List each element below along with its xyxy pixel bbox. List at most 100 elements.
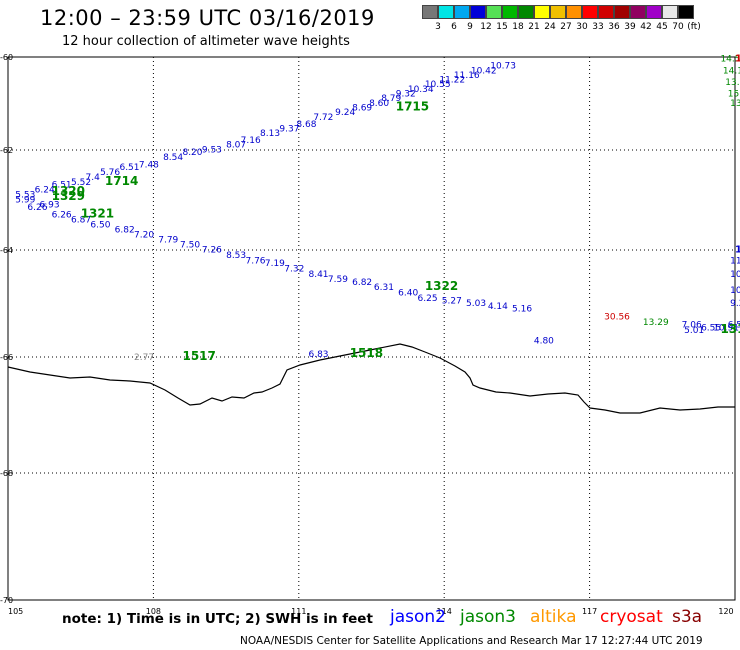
- wave-height-value: 10.55: [425, 80, 451, 90]
- colorbar-label: 21: [528, 22, 540, 32]
- wave-height-value: 6.25: [418, 294, 438, 304]
- wave-height-value: 8.53: [226, 251, 246, 261]
- wave-height-value: 15.6: [728, 90, 740, 100]
- wave-height-value: 6.55: [701, 323, 721, 333]
- pass-time-label: 1714: [105, 174, 138, 188]
- colorbar-label: 70: [672, 22, 684, 32]
- wave-height-value: 5.53: [15, 191, 35, 201]
- wave-height-value: 10: [730, 270, 740, 280]
- colorbar-swatch: [678, 5, 694, 19]
- colorbar-label: 6: [451, 22, 457, 32]
- colorbar-swatch: [534, 5, 550, 19]
- map-title: 12:00 – 23:59 UTC 03/16/2019: [40, 6, 375, 30]
- latitude-label: -70: [0, 596, 13, 605]
- wave-height-value: 8.69: [352, 103, 372, 113]
- wave-height-value: 5.01: [684, 326, 704, 336]
- wave-height-value: 9.53: [202, 146, 222, 156]
- wave-height-value: 6.31: [374, 283, 394, 293]
- satellite-legend-s3a: s3a: [672, 607, 703, 627]
- footer-credit: NOAA/NESDIS Center for Satellite Applica…: [240, 635, 703, 647]
- colorbar-swatch: [614, 5, 630, 19]
- wave-height-value: 13: [730, 99, 740, 109]
- wave-height-value: 7.20: [134, 231, 154, 241]
- wave-height-value: 6.87: [71, 216, 91, 226]
- wave-height-value: 6.24: [35, 186, 55, 196]
- pass-time-label: 1518: [350, 346, 383, 360]
- coastline: [7, 343, 735, 414]
- wave-height-value: 5.52: [71, 178, 91, 188]
- wave-height-value: 9.37: [279, 124, 299, 134]
- wave-height-value: 13.29: [643, 318, 669, 328]
- longitude-label: 117: [582, 607, 597, 616]
- latitude-label: -62: [0, 146, 13, 155]
- colorbar-labels: 3 6 9 12 15 18 21 24 27 30 33 36 39 42 45 70 (ft): [422, 22, 740, 34]
- wave-height-value: 7.32: [284, 264, 304, 274]
- colorbar-swatch: [566, 5, 582, 19]
- colorbar-swatch: [422, 5, 438, 19]
- wave-height-value: 5.76: [100, 168, 120, 178]
- colorbar-swatch: [630, 5, 646, 19]
- wave-height-value: 1: [735, 54, 740, 65]
- colorbar-swatch: [518, 5, 534, 19]
- colorbar-label: 30: [576, 22, 588, 32]
- wave-height-value: 10.34: [408, 85, 434, 95]
- wave-height-value: 7.4: [86, 173, 101, 183]
- wave-height-value: 7.79: [158, 236, 178, 246]
- colorbar-label: 3: [435, 22, 441, 32]
- colorbar-label: 12: [480, 22, 492, 32]
- wave-height-value: 6.52: [728, 321, 740, 331]
- wave-height-value: 9.2: [730, 299, 740, 309]
- colorbar-swatch: [438, 5, 454, 19]
- wave-height-value: 6.83: [308, 350, 328, 360]
- satellite-legend-cryosat: cryosat: [600, 607, 663, 627]
- wave-height-value: 5.99: [15, 196, 35, 206]
- latitude-label: -60: [0, 53, 13, 62]
- wave-height-value: 5.16: [512, 305, 532, 315]
- wave-height-value: 10.42: [471, 66, 497, 76]
- wave-height-value: 14.56: [720, 55, 740, 65]
- wave-height-value: 10.73: [490, 62, 516, 72]
- wave-height-value: 1: [735, 245, 740, 256]
- longitude-label: 120: [718, 607, 733, 616]
- pass-time-label: 1322: [425, 279, 458, 293]
- wave-height-value: 6.93: [40, 201, 60, 211]
- wave-height-value: 8.68: [296, 120, 316, 130]
- pass-time-label: 1715: [396, 99, 429, 113]
- wave-height-value: 5.27: [442, 297, 462, 307]
- colorbar-swatch: [550, 5, 566, 19]
- wave-height-value: 8.41: [308, 270, 328, 280]
- wave-height-value: 8.13: [260, 129, 280, 139]
- wave-height-value: 7.76: [245, 256, 265, 266]
- wave-height-value: 6.50: [90, 221, 110, 231]
- wave-height-value: 9.24: [335, 108, 355, 118]
- wave-height-value: 8.54: [163, 153, 183, 163]
- wave-height-value: 4.80: [534, 337, 554, 347]
- pass-time-label: 1320: [52, 184, 85, 198]
- wave-height-value: 10.: [730, 286, 740, 296]
- colorbar-label: 27: [560, 22, 572, 32]
- wave-height-value: 8.20: [182, 148, 202, 158]
- colorbar-swatch: [486, 5, 502, 19]
- colorbar-swatch: [582, 5, 598, 19]
- wave-height-value: 7.19: [265, 259, 285, 269]
- colorbar-label: 39: [624, 22, 636, 32]
- wave-height-value: 10.91: [713, 323, 739, 333]
- wave-height-value: 8.60: [369, 99, 389, 109]
- colorbar-swatch: [454, 5, 470, 19]
- pass-time-label: 1319: [720, 322, 740, 336]
- wave-height-value: 6.51: [119, 163, 139, 173]
- colorbar-swatch: [598, 5, 614, 19]
- wave-height-value: 7.72: [313, 113, 333, 123]
- wave-height-value: 5.03: [466, 299, 486, 309]
- wave-height-value: 6.40: [398, 288, 418, 298]
- wave-height-value: 6.51: [52, 181, 72, 191]
- wave-height-value: 8.79: [381, 94, 401, 104]
- satellite-legend-jason3: jason3: [460, 607, 516, 627]
- wave-height-value: 7.59: [328, 275, 348, 285]
- map-frame: [7, 56, 736, 601]
- longitude-label: 105: [8, 607, 23, 616]
- wave-height-value: 14.16: [723, 66, 740, 76]
- pass-time-label: 1321: [81, 207, 114, 221]
- wave-height-colorbar: [422, 5, 694, 19]
- colorbar-label: 36: [608, 22, 620, 32]
